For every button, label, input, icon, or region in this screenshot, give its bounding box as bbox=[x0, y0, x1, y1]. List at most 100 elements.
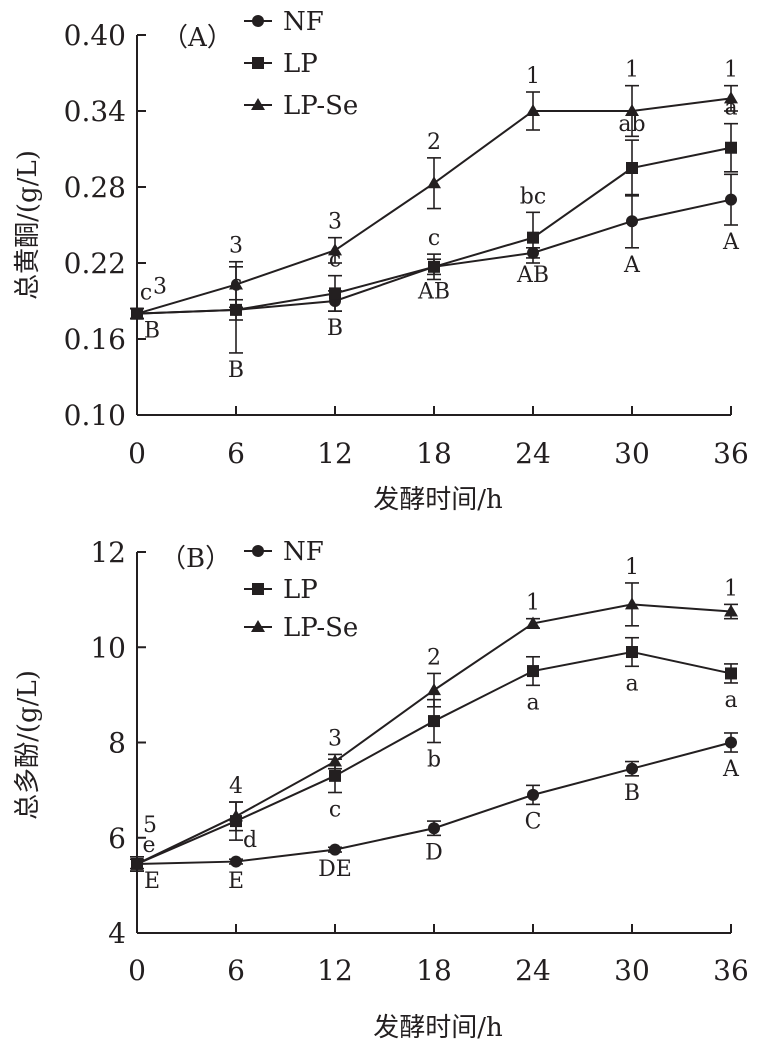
data-label-lp: c bbox=[428, 226, 440, 251]
data-label-lp-se: 3 bbox=[229, 234, 243, 259]
panel-b-legend: NF LP LP-Se bbox=[244, 537, 358, 643]
panel-b-x-tick-label: 36 bbox=[713, 954, 749, 987]
panel-a-y-tick-label: 0.10 bbox=[64, 399, 126, 432]
data-label-nf: C bbox=[525, 809, 542, 834]
panel-a-series: BBBABABAAccccbcaba3332111 bbox=[130, 58, 740, 383]
legend-marker-lp bbox=[252, 57, 264, 69]
data-label-nf: B bbox=[228, 358, 244, 383]
panel-a-y-tick-label: 0.16 bbox=[64, 323, 126, 356]
data-point-nf bbox=[725, 193, 737, 206]
data-label-lp-se: 1 bbox=[724, 58, 738, 83]
legend-marker-lp-se bbox=[251, 620, 265, 632]
panel-b-x-axis-label: 发酵时间/h bbox=[373, 1013, 503, 1043]
data-point-lp-se bbox=[724, 91, 738, 104]
data-point-lp bbox=[725, 141, 737, 154]
data-point-lp-se bbox=[328, 243, 342, 256]
data-point-lp-se bbox=[625, 104, 639, 116]
data-point-lp-se bbox=[526, 616, 540, 629]
data-label-lp-se: 1 bbox=[625, 555, 639, 580]
panel-a-x-tick-label: 18 bbox=[416, 437, 452, 470]
data-point-lp-se bbox=[724, 604, 738, 617]
data-label-lp: e bbox=[142, 833, 155, 858]
panel-b-y-axis-label: 总多酚/(g/L) bbox=[13, 670, 43, 820]
panel-b-x-tick-label: 0 bbox=[128, 954, 146, 987]
data-point-lp bbox=[725, 667, 737, 680]
panel-b-y-tick-label: 12 bbox=[90, 536, 126, 569]
panel-a-x-tick-label: 36 bbox=[713, 437, 749, 470]
data-label-lp: d bbox=[243, 828, 257, 853]
panel-b-label: （B） bbox=[160, 544, 231, 574]
data-label-lp-se: 5 bbox=[143, 813, 157, 838]
data-point-lp-se bbox=[427, 176, 441, 189]
legend-label-lp: LP bbox=[283, 49, 318, 79]
data-point-lp-se bbox=[526, 104, 540, 116]
data-point-lp-se bbox=[229, 277, 243, 290]
data-label-nf: E bbox=[228, 869, 244, 894]
legend-marker-lp bbox=[252, 583, 264, 595]
data-point-lp bbox=[428, 260, 440, 273]
panel-b-y-tick-label: 6 bbox=[108, 822, 126, 855]
data-label-nf: B bbox=[327, 316, 343, 341]
data-point-lp bbox=[329, 287, 341, 300]
data-point-lp-se bbox=[130, 306, 144, 319]
data-label-lp-se: 1 bbox=[526, 64, 540, 89]
data-point-lp-se bbox=[625, 597, 639, 610]
data-point-nf bbox=[527, 788, 539, 801]
data-label-lp-se: 3 bbox=[153, 275, 167, 300]
panel-b-x-tick-label: 24 bbox=[515, 954, 551, 987]
data-point-lp bbox=[626, 162, 638, 174]
panel-b-x-tick-label: 18 bbox=[416, 954, 452, 987]
data-point-nf bbox=[329, 843, 341, 856]
panel-b-series: E E DE D C B Ae d c b a a a 5 4 3 2 1 1 1 bbox=[130, 555, 740, 894]
data-label-lp-se: 1 bbox=[724, 576, 738, 601]
data-label-lp-se: 4 bbox=[229, 774, 243, 799]
panel-b-x-tick-label: 30 bbox=[614, 954, 650, 987]
data-label-lp-se: 1 bbox=[625, 58, 639, 83]
data-label-nf: DE bbox=[318, 857, 352, 882]
data-label-lp: a bbox=[724, 688, 737, 713]
data-label-nf: E bbox=[144, 869, 160, 894]
panel-a-axes: 0.100.160.220.280.340.400 6 12 18 24 30 36 bbox=[64, 19, 749, 470]
data-label-lp: bc bbox=[520, 184, 546, 209]
data-point-nf bbox=[725, 736, 737, 749]
legend-label-lp: LP bbox=[283, 575, 318, 605]
data-label-nf: AB bbox=[417, 279, 450, 304]
panel-b-y-tick-label: 8 bbox=[108, 727, 126, 760]
panel-a-x-tick-label: 24 bbox=[515, 437, 551, 470]
panel-a-y-tick-label: 0.34 bbox=[64, 95, 126, 128]
data-point-lp bbox=[329, 769, 341, 782]
data-label-nf: D bbox=[425, 840, 443, 865]
panel-b-y-tick-label: 10 bbox=[90, 631, 126, 664]
data-point-lp-se bbox=[229, 809, 243, 822]
legend-label-lp-se: LP-Se bbox=[283, 613, 358, 643]
panel-a-x-tick-label: 30 bbox=[614, 437, 650, 470]
panel-a-y-axis-label: 总黄酮/(g/L) bbox=[13, 150, 43, 300]
series-nf: B B B AB AB A A bbox=[130, 173, 740, 383]
data-label-lp-se: 2 bbox=[427, 130, 441, 155]
panel-a-x-tick-label: 6 bbox=[227, 437, 245, 470]
panel-a-y-tick-label: 0.22 bbox=[64, 247, 126, 280]
legend-marker-lp-se bbox=[251, 98, 265, 110]
data-label-lp: a bbox=[625, 671, 638, 696]
data-label-nf: B bbox=[624, 781, 640, 806]
data-point-lp bbox=[626, 646, 638, 659]
legend-label-nf: NF bbox=[283, 537, 324, 567]
data-label-lp-se: 3 bbox=[328, 726, 342, 751]
panel-b-y-tick-label: 4 bbox=[108, 917, 126, 950]
data-point-nf bbox=[428, 822, 440, 835]
legend-label-lp-se: LP-Se bbox=[283, 91, 358, 121]
panel-a-x-axis-label: 发酵时间/h bbox=[373, 485, 503, 515]
data-point-nf bbox=[230, 855, 242, 868]
legend-marker-nf bbox=[252, 545, 264, 557]
data-point-lp-se bbox=[427, 683, 441, 696]
data-point-lp bbox=[527, 231, 539, 244]
data-point-lp-se bbox=[328, 754, 342, 767]
panel-a-legend: NF LP LP-Se bbox=[244, 7, 358, 121]
data-label-lp-se: 2 bbox=[427, 645, 441, 670]
data-label-nf: B bbox=[144, 319, 160, 344]
data-label-lp-se: 3 bbox=[328, 210, 342, 235]
legend-label-nf: NF bbox=[283, 7, 324, 37]
data-label-lp: b bbox=[427, 748, 441, 773]
